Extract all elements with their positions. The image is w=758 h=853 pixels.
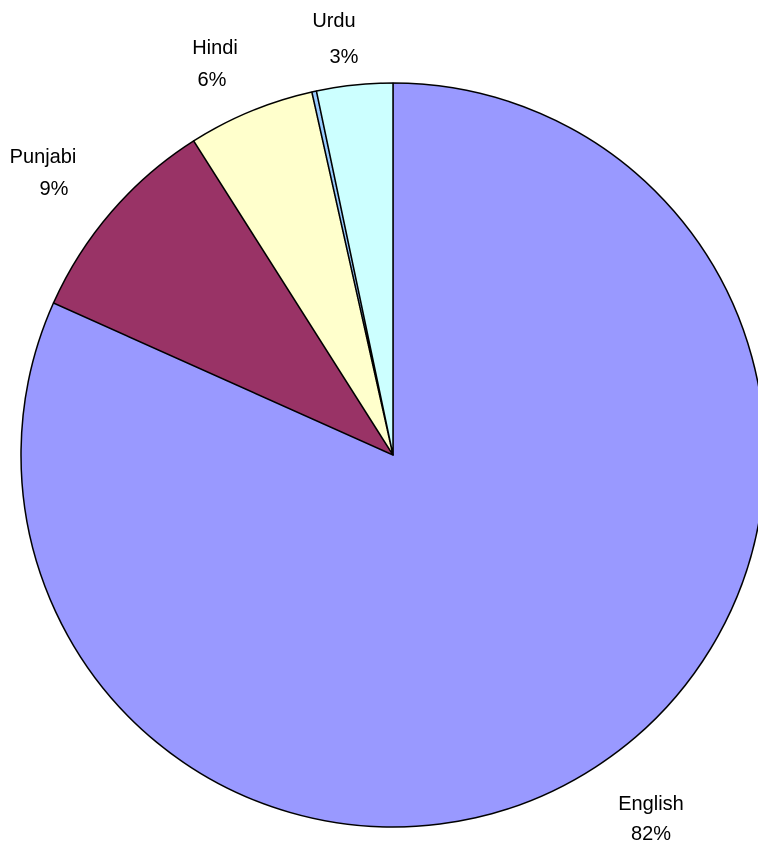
pie-slice-english-0 <box>20 82 758 828</box>
label-punjabi: Punjabi 9% <box>10 146 77 200</box>
label-english-percent: 82% <box>631 823 671 845</box>
label-punjabi-name: Punjabi <box>10 146 77 168</box>
label-english: English 82% <box>618 793 684 845</box>
label-hindi: Hindi 6% <box>192 37 238 91</box>
label-punjabi-percent: 9% <box>40 178 69 200</box>
label-hindi-name: Hindi <box>192 37 238 59</box>
label-hindi-percent: 6% <box>198 69 227 91</box>
label-english-name: English <box>618 793 684 815</box>
label-urdu: Urdu 3% <box>312 10 358 68</box>
label-urdu-name: Urdu <box>312 10 355 32</box>
pie-slice-punjabi-1 <box>52 140 394 456</box>
pie-slices <box>20 82 758 828</box>
pie-slice-urdu-4 <box>315 82 394 456</box>
label-urdu-percent: 3% <box>330 46 359 68</box>
